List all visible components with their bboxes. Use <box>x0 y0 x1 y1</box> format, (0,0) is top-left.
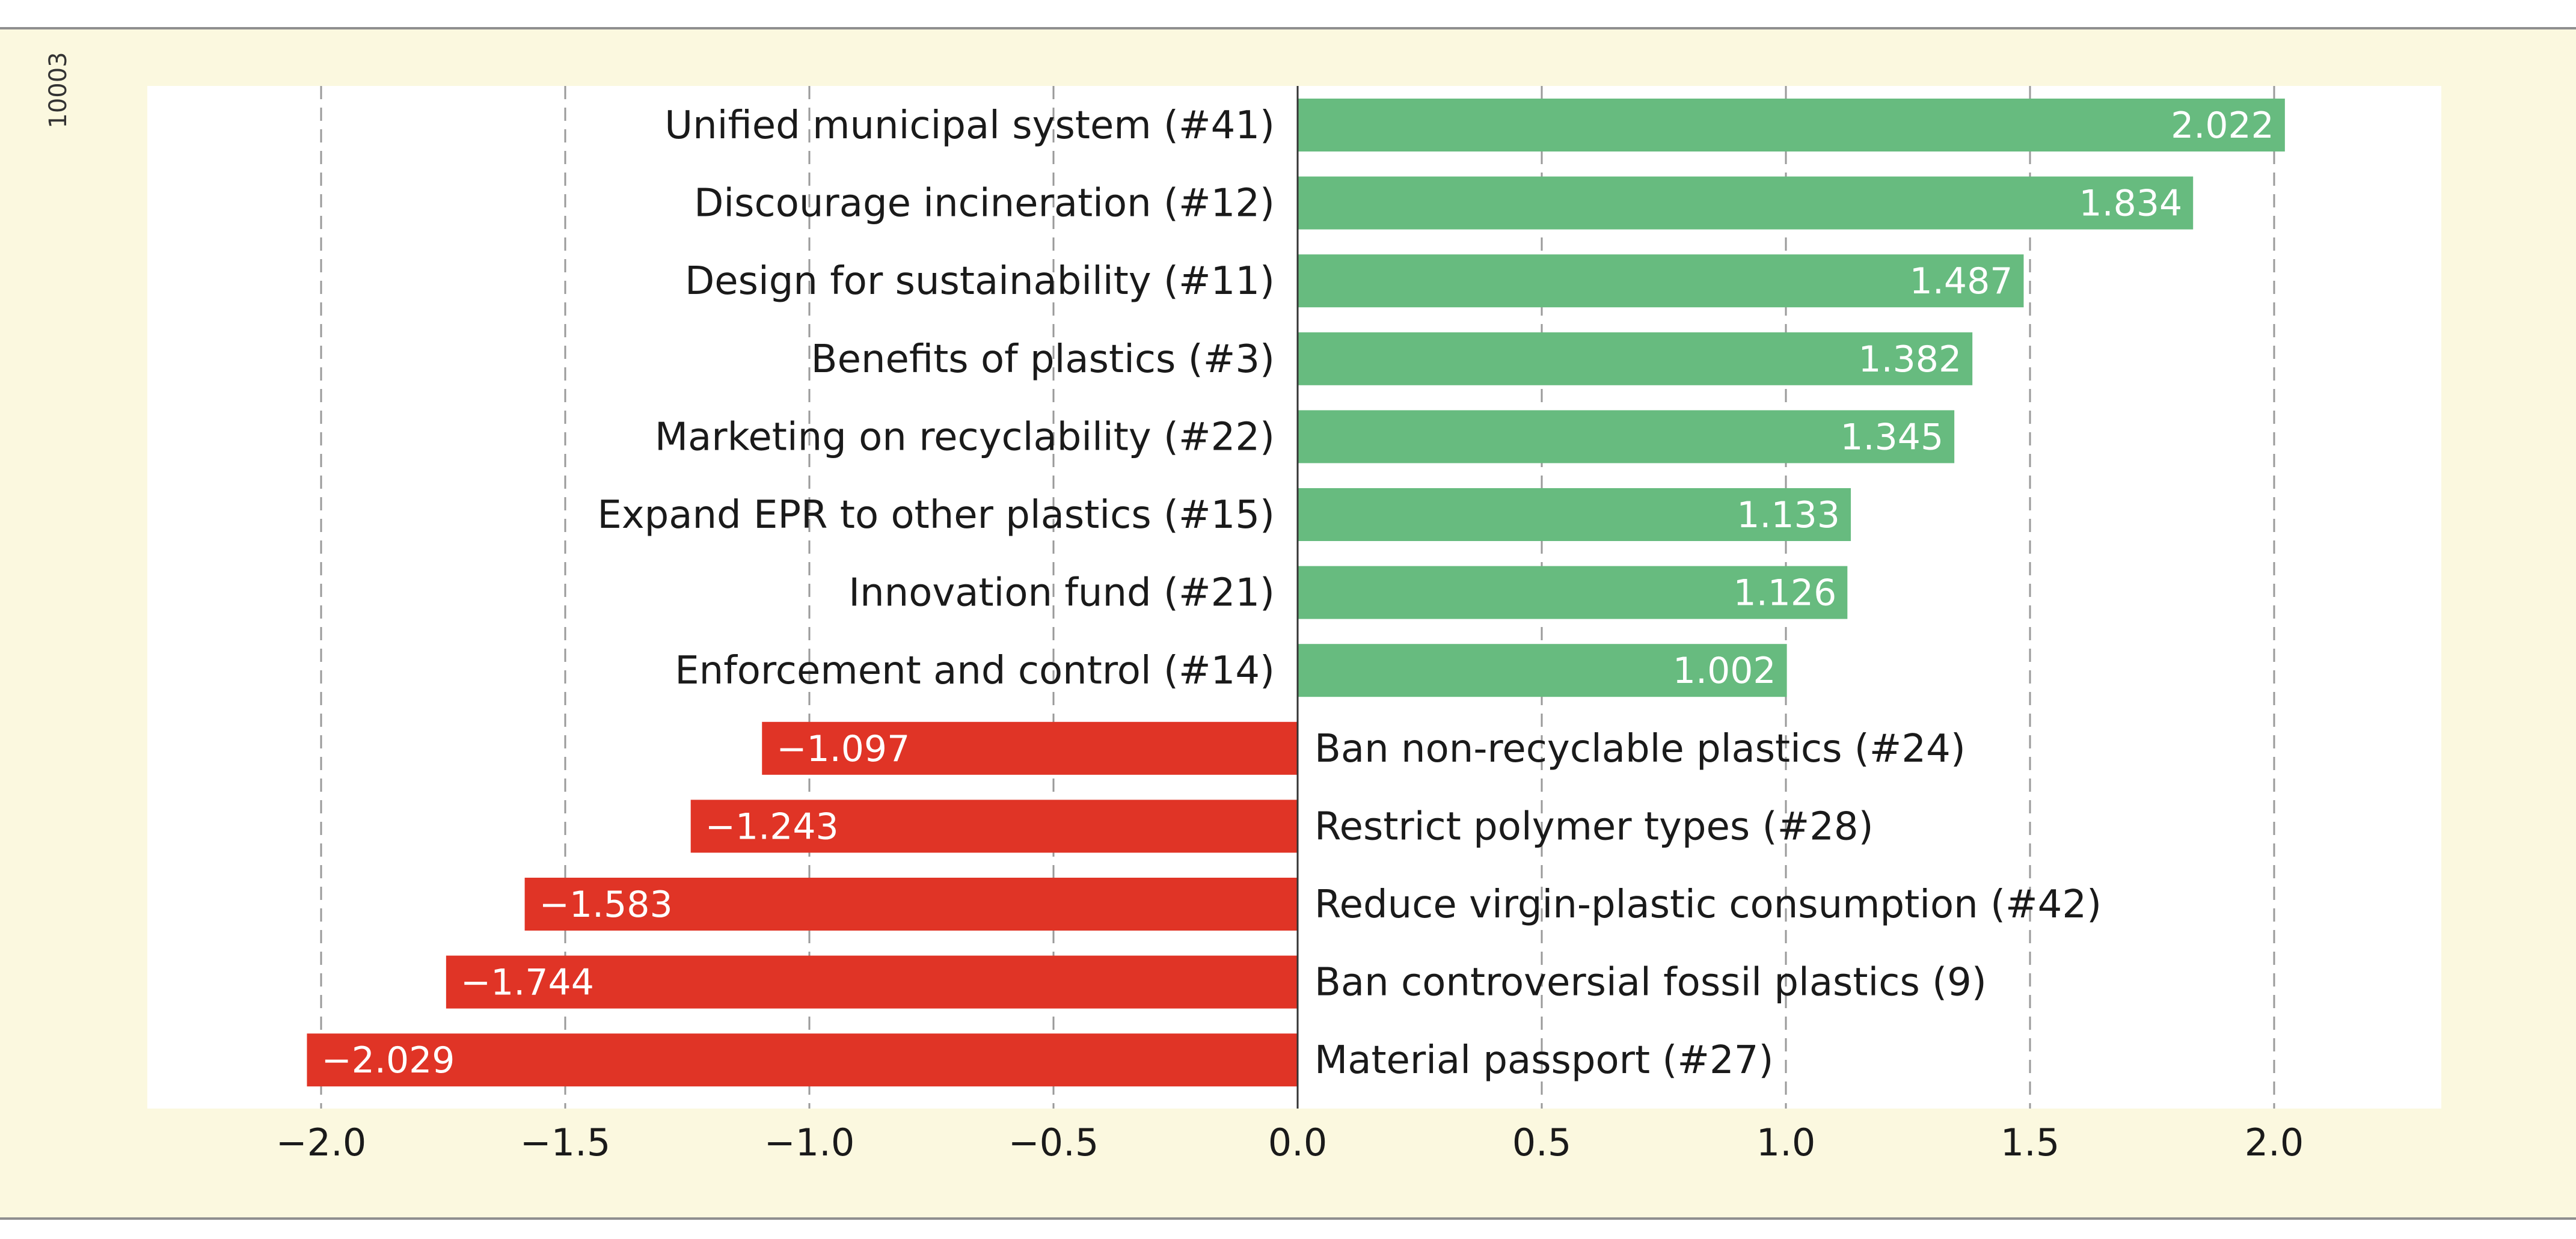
bar-value-label: 1.834 <box>2079 183 2182 225</box>
figure-id-label: 10003 <box>44 52 72 128</box>
bar-value-label: −2.029 <box>321 1039 455 1081</box>
x-tick-label: 2.0 <box>2245 1121 2304 1164</box>
x-tick-label: 0.0 <box>1268 1121 1328 1164</box>
x-tick-label: −2.0 <box>276 1121 367 1164</box>
bar <box>1298 332 1973 385</box>
bar <box>762 721 1298 775</box>
x-tick-label: 1.5 <box>2001 1121 2060 1164</box>
bar <box>1298 644 1787 697</box>
bar <box>1298 176 2194 230</box>
bar-value-label: −1.243 <box>705 806 839 848</box>
category-label: Benefits of plastics (#3) <box>811 337 1275 382</box>
bar-value-label: 1.487 <box>1910 260 2013 302</box>
plot-area <box>147 86 2441 1109</box>
category-label: Reduce virgin-plastic consumption (#42) <box>1314 883 2102 927</box>
bar-value-label: 1.133 <box>1737 494 1840 536</box>
bar <box>307 1033 1298 1087</box>
x-tick-label: −1.5 <box>520 1121 611 1164</box>
bar <box>1298 488 1851 541</box>
bar-value-label: −1.583 <box>539 884 673 926</box>
bar-value-label: 1.345 <box>1840 416 1943 458</box>
category-label: Innovation fund (#21) <box>848 571 1275 616</box>
category-label: Discourage incineration (#12) <box>694 182 1275 226</box>
category-label: Ban controversial fossil plastics (9) <box>1314 961 1987 1005</box>
bar-value-label: 1.002 <box>1673 650 1776 692</box>
x-axis-ticks: −2.0 −1.5 −1.0 −0.5 0.0 0.5 1.0 1.5 2.0 <box>276 1121 2304 1164</box>
bar <box>1298 99 2285 151</box>
category-label: Expand EPR to other plastics (#15) <box>597 493 1275 537</box>
bar-value-label: 2.022 <box>2171 105 2274 147</box>
bar <box>690 800 1298 853</box>
x-tick-label: −1.0 <box>764 1121 855 1164</box>
bar-value-label: 1.126 <box>1734 572 1837 614</box>
bar <box>1298 410 1955 463</box>
category-label: Ban non-recyclable plastics (#24) <box>1314 727 1966 771</box>
x-tick-label: 1.0 <box>1756 1121 1816 1164</box>
bar <box>1298 566 1848 619</box>
grid-lines <box>320 86 2275 1109</box>
bar <box>446 955 1298 1009</box>
bar <box>1298 254 2024 308</box>
bar-value-label: −1.744 <box>461 962 594 1004</box>
bar <box>524 878 1298 931</box>
x-tick-label: 0.5 <box>1512 1121 1572 1164</box>
category-labels: Unified municipal system (#41) Discourage… <box>597 103 2102 1083</box>
category-label: Restrict polymer types (#28) <box>1314 804 1874 849</box>
x-tick-label: −0.5 <box>1008 1121 1099 1164</box>
category-label: Design for sustainability (#11) <box>685 259 1275 304</box>
bar-value-label: −1.097 <box>776 728 910 770</box>
category-label: Unified municipal system (#41) <box>664 103 1275 148</box>
category-label: Enforcement and control (#14) <box>675 649 1275 693</box>
bar-value-label: 1.382 <box>1858 338 1961 381</box>
category-label: Material passport (#27) <box>1314 1038 1773 1083</box>
category-label: Marketing on recyclability (#22) <box>655 415 1275 459</box>
